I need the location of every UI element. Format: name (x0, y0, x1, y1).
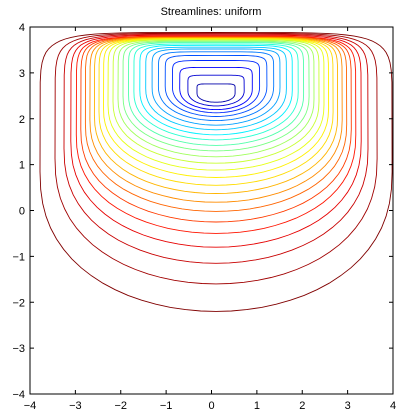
y-axis: −4 −3 −2 −1 0 1 2 3 4 (12, 22, 393, 401)
contour-line-16 (133, 43, 299, 141)
contour-line-1 (54, 32, 378, 285)
chart-title: Streamlines: uniform (161, 6, 262, 18)
contour-line-13 (117, 40, 315, 158)
y-tick-label: 4 (19, 22, 25, 34)
contour-line-7 (89, 37, 343, 203)
y-tick-label: 3 (19, 68, 25, 80)
contour-line-17 (139, 44, 293, 136)
contour-line-4 (75, 35, 357, 234)
x-tick-label: 0 (208, 400, 214, 412)
x-tick-label: 1 (254, 400, 260, 412)
contour-line-10 (103, 38, 330, 178)
x-axis: −4 −3 −2 −1 0 1 2 3 4 (24, 27, 396, 412)
y-tick-label: −4 (12, 389, 25, 401)
y-tick-label: −3 (12, 343, 25, 355)
contour-line-21 (164, 54, 268, 117)
contour-line-25 (196, 83, 236, 103)
contour-line-23 (179, 66, 253, 111)
contour-line-14 (122, 41, 310, 152)
contour-lines (39, 32, 393, 312)
x-tick-label: −2 (114, 400, 127, 412)
contour-line-2 (63, 33, 369, 264)
contour-line-24 (187, 74, 245, 107)
contour-line-5 (80, 36, 352, 223)
contour-line-19 (151, 48, 281, 126)
y-tick-label: 0 (19, 206, 25, 218)
y-tick-label: −2 (12, 297, 25, 309)
x-tick-label: −3 (69, 400, 82, 412)
x-tick-label: 4 (390, 400, 396, 412)
contour-line-22 (172, 60, 261, 114)
y-tick-label: −1 (12, 251, 25, 263)
x-tick-label: −1 (160, 400, 173, 412)
contour-line-9 (98, 38, 334, 186)
x-tick-label: 2 (299, 400, 305, 412)
x-tick-label: 3 (345, 400, 351, 412)
contour-line-0 (39, 32, 393, 312)
y-tick-label: 2 (19, 114, 25, 126)
x-tick-label: −4 (24, 400, 37, 412)
y-tick-label: 1 (19, 160, 25, 172)
contour-line-15 (128, 42, 305, 146)
contour-line-6 (84, 36, 348, 212)
contour-line-12 (112, 39, 320, 164)
contour-line-20 (157, 51, 275, 122)
contour-line-11 (107, 38, 325, 171)
contour-line-18 (145, 46, 287, 131)
contour-line-3 (70, 34, 362, 248)
contour-line-8 (93, 37, 339, 194)
